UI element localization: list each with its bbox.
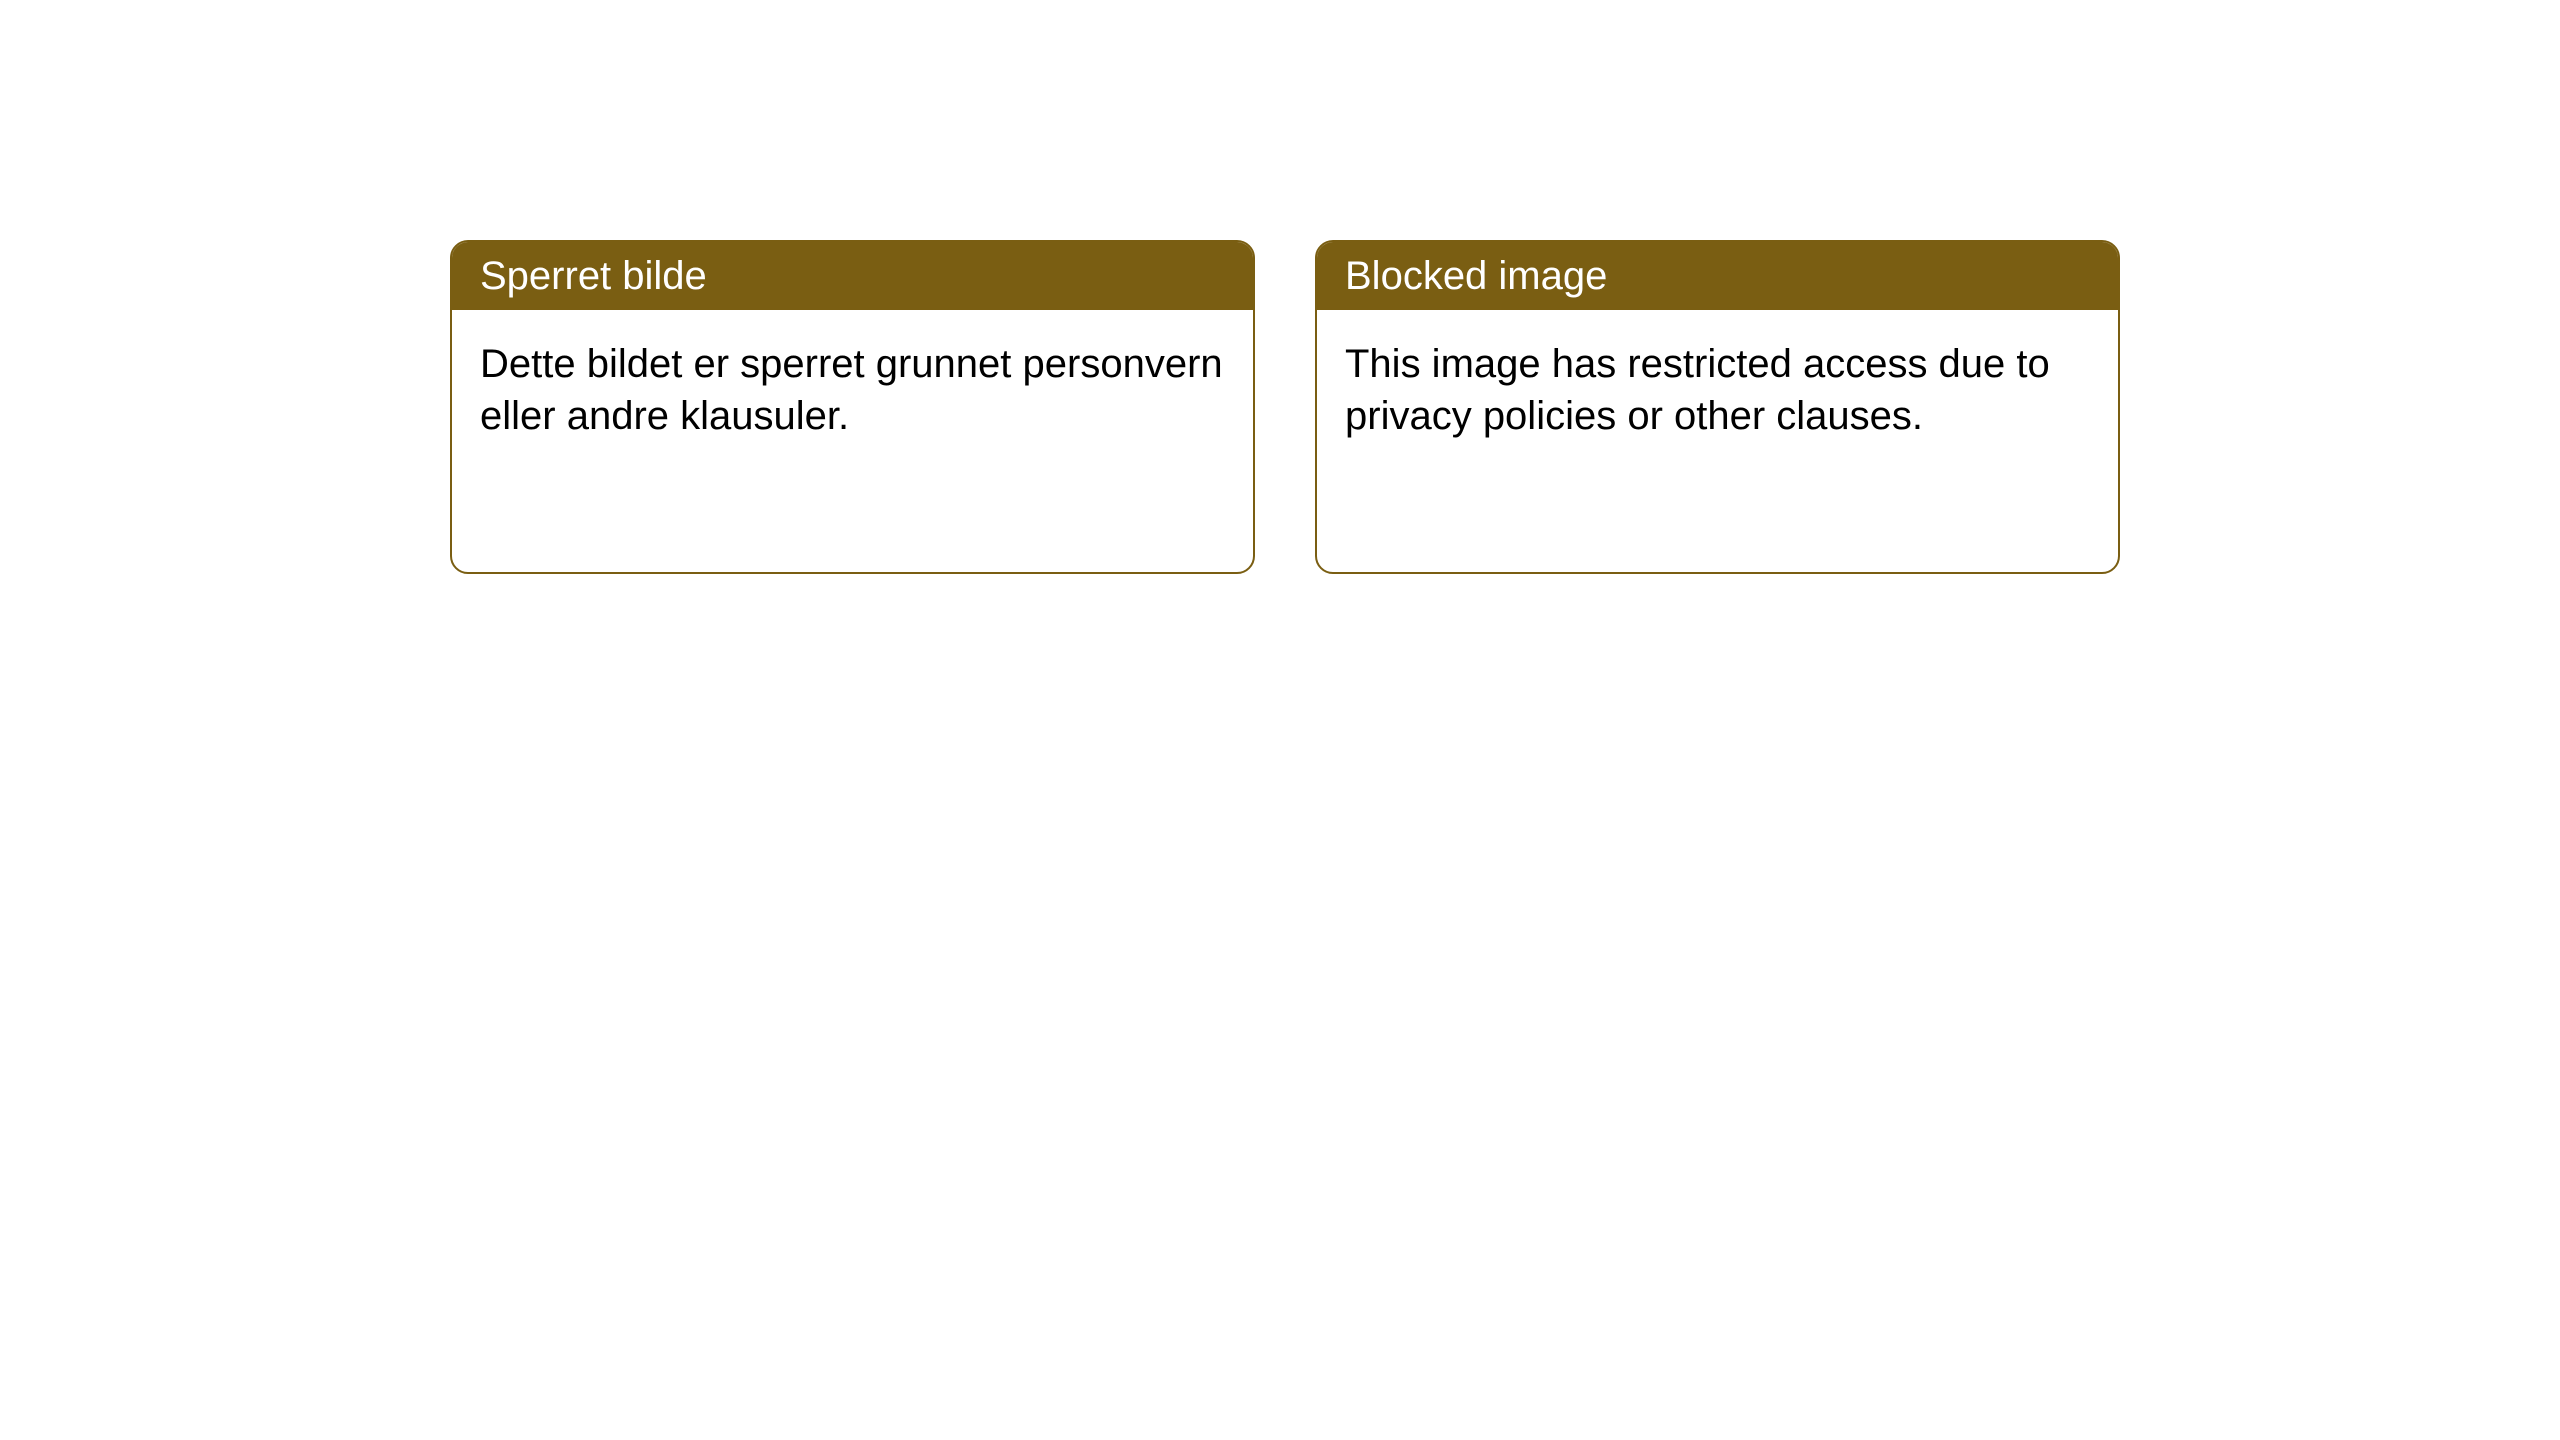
notice-text: Dette bildet er sperret grunnet personve… [480, 342, 1223, 438]
notice-title: Blocked image [1345, 254, 1607, 298]
notice-body: Dette bildet er sperret grunnet personve… [452, 310, 1253, 470]
notice-container: Sperret bilde Dette bildet er sperret gr… [450, 240, 2120, 574]
notice-body: This image has restricted access due to … [1317, 310, 2118, 470]
notice-text: This image has restricted access due to … [1345, 342, 2050, 438]
notice-header: Sperret bilde [452, 242, 1253, 310]
notice-header: Blocked image [1317, 242, 2118, 310]
notice-card-norwegian: Sperret bilde Dette bildet er sperret gr… [450, 240, 1255, 574]
notice-title: Sperret bilde [480, 254, 707, 298]
notice-card-english: Blocked image This image has restricted … [1315, 240, 2120, 574]
